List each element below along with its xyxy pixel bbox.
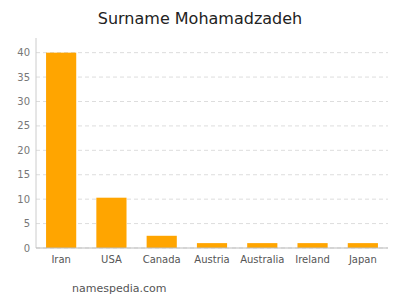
- y-axis-line: [36, 38, 37, 248]
- x-tick-label: Austria: [194, 254, 229, 265]
- x-tick-label: Canada: [143, 254, 181, 265]
- bar: [197, 243, 227, 248]
- grid-line: [36, 125, 388, 126]
- bars: [46, 53, 378, 248]
- bar: [147, 236, 177, 248]
- y-tick-label: 40: [17, 47, 30, 58]
- grid-line: [36, 101, 388, 102]
- chart: Surname Mohamadzadeh 0 5 10 15 20 25 30 35 40 Iran…: [0, 0, 400, 300]
- y-tick-label: 0: [24, 243, 30, 254]
- bar: [297, 243, 327, 248]
- x-tick-label: Australia: [240, 254, 284, 265]
- bar: [247, 243, 277, 248]
- y-tick-label: 5: [24, 218, 30, 229]
- y-axis: 0 5 10 15 20 25 30 35 40: [17, 47, 388, 253]
- x-tick-label: Ireland: [295, 254, 330, 265]
- x-tick-label: Iran: [51, 254, 71, 265]
- x-axis-line: [36, 248, 388, 249]
- x-tick-label: USA: [101, 254, 122, 265]
- y-tick-label: 25: [17, 120, 30, 131]
- bar: [96, 198, 126, 248]
- bar: [348, 243, 378, 248]
- grid-line: [36, 248, 388, 249]
- y-tick-label: 15: [17, 169, 30, 180]
- grid-line: [36, 223, 388, 224]
- bar: [46, 53, 76, 248]
- x-axis: Iran USA Canada Austria Australia Ireland Japa…: [51, 254, 376, 265]
- grid-line: [36, 174, 388, 175]
- grid-line: [36, 52, 388, 53]
- grid-line: [36, 150, 388, 151]
- chart-container: Surname Mohamadzadeh 0 5 10 15 20 25 30 35 40 Iran…: [0, 0, 400, 300]
- y-tick-label: 35: [17, 72, 30, 83]
- footer-text: namespedia.com: [72, 282, 166, 295]
- grid-line: [36, 199, 388, 200]
- y-tick-label: 30: [17, 96, 30, 107]
- title: Surname Mohamadzadeh: [98, 9, 302, 28]
- y-tick-label: 20: [17, 145, 30, 156]
- y-tick-label: 10: [17, 194, 30, 205]
- grid-line: [36, 77, 388, 78]
- x-tick-label: Japan: [348, 254, 377, 265]
